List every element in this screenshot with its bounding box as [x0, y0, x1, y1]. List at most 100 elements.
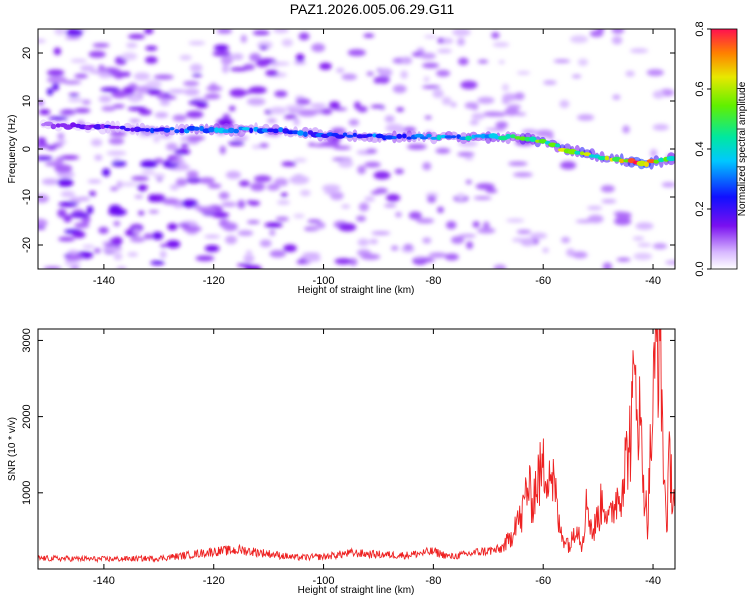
- noise-blob: [38, 194, 49, 203]
- noise-blob: [613, 217, 632, 226]
- noise-blob: [108, 238, 123, 243]
- noise-blob: [140, 160, 158, 169]
- noise-blob: [421, 85, 441, 89]
- noise-blob: [295, 53, 305, 63]
- noise-blob: [560, 161, 577, 170]
- noise-blob: [504, 107, 519, 116]
- colorbar-label: Normalized spectral amplitude: [737, 81, 748, 216]
- noise-blob: [572, 251, 588, 259]
- colorbar-tick-label: 0.8: [694, 21, 706, 36]
- noise-blob: [535, 129, 554, 138]
- noise-blob: [266, 183, 280, 191]
- noise-blob: [100, 87, 120, 92]
- snr-frame: [37, 328, 676, 570]
- noise-blob: [259, 45, 269, 50]
- noise-blob: [269, 106, 287, 115]
- ridge-cell: [108, 125, 118, 129]
- noise-blob: [275, 216, 289, 222]
- noise-blob: [121, 52, 138, 61]
- noise-blob: [529, 232, 548, 240]
- noise-blob: [132, 228, 141, 235]
- noise-blob: [38, 218, 48, 228]
- noise-blob: [277, 200, 290, 205]
- noise-blob: [436, 69, 451, 77]
- noise-blob: [422, 62, 440, 69]
- noise-blob: [652, 90, 665, 99]
- noise-blob: [167, 223, 178, 231]
- noise-blob: [46, 88, 54, 96]
- noise-blob: [371, 231, 391, 236]
- noise-blob: [307, 219, 322, 223]
- ridge-cell: [618, 158, 625, 163]
- noise-blob: [392, 84, 407, 94]
- ridge-cell: [426, 133, 432, 138]
- noise-blob: [299, 189, 311, 197]
- noise-blob: [320, 140, 340, 148]
- noise-blob: [472, 221, 480, 228]
- noise-blob: [498, 60, 505, 64]
- noise-blob: [400, 70, 408, 79]
- noise-blob: [204, 235, 221, 239]
- noise-blob: [124, 87, 134, 95]
- noise-blob: [138, 210, 145, 216]
- noise-blob: [198, 206, 216, 214]
- noise-blob: [473, 196, 492, 200]
- noise-blob: [319, 62, 332, 70]
- noise-blob: [428, 252, 447, 258]
- ridge-cell: [214, 127, 219, 133]
- noise-blob: [86, 205, 94, 215]
- y-tick-label: -10: [21, 189, 33, 205]
- noise-blob: [115, 210, 123, 217]
- noise-blob: [70, 265, 80, 269]
- ridge-cell: [366, 133, 374, 137]
- ridge-cell: [241, 127, 251, 131]
- ridge-cell: [505, 133, 511, 139]
- noise-blob: [92, 43, 110, 48]
- ridge-cell: [228, 127, 235, 134]
- noise-blob: [357, 165, 366, 175]
- noise-blob: [561, 236, 571, 244]
- noise-blob: [293, 213, 305, 219]
- noise-blob: [311, 43, 326, 53]
- noise-blob: [251, 145, 262, 149]
- noise-blob: [195, 255, 215, 262]
- y-tick-label: 0: [21, 146, 33, 152]
- noise-blob: [437, 48, 452, 54]
- noise-blob: [373, 77, 381, 84]
- noise-blob: [477, 96, 495, 104]
- ridge-cell: [179, 128, 185, 134]
- noise-blob: [183, 81, 200, 86]
- noise-blob: [264, 222, 283, 228]
- noise-blob: [424, 35, 437, 39]
- noise-blob: [102, 246, 123, 253]
- noise-blob: [237, 199, 246, 209]
- noise-blob: [394, 168, 404, 175]
- noise-blob: [58, 201, 79, 208]
- x-tick-label: -100: [313, 575, 335, 587]
- x-tick-label: -60: [535, 275, 551, 287]
- noise-blob: [147, 194, 158, 203]
- noise-blob: [77, 196, 90, 201]
- noise-blob: [213, 44, 229, 51]
- ridge-cell: [436, 134, 442, 141]
- y-tick-label: 1000: [21, 481, 33, 505]
- noise-blob: [357, 238, 370, 247]
- noise-blob: [341, 204, 351, 209]
- colorbar-gradient: [710, 28, 738, 270]
- noise-blob: [513, 172, 533, 178]
- noise-blob: [601, 199, 617, 204]
- noise-blob: [328, 101, 341, 109]
- noise-blob: [172, 114, 187, 122]
- noise-blob: [185, 135, 206, 141]
- noise-blob: [161, 198, 180, 205]
- noise-blob: [101, 106, 116, 112]
- noise-blob: [402, 126, 417, 133]
- noise-blob: [153, 173, 166, 179]
- noise-blob: [514, 92, 525, 101]
- noise-blob: [273, 29, 289, 34]
- noise-blob: [390, 245, 399, 251]
- noise-blob: [74, 73, 88, 79]
- ridge-cell: [342, 132, 348, 137]
- noise-blob: [54, 164, 73, 174]
- noise-blob: [145, 46, 158, 51]
